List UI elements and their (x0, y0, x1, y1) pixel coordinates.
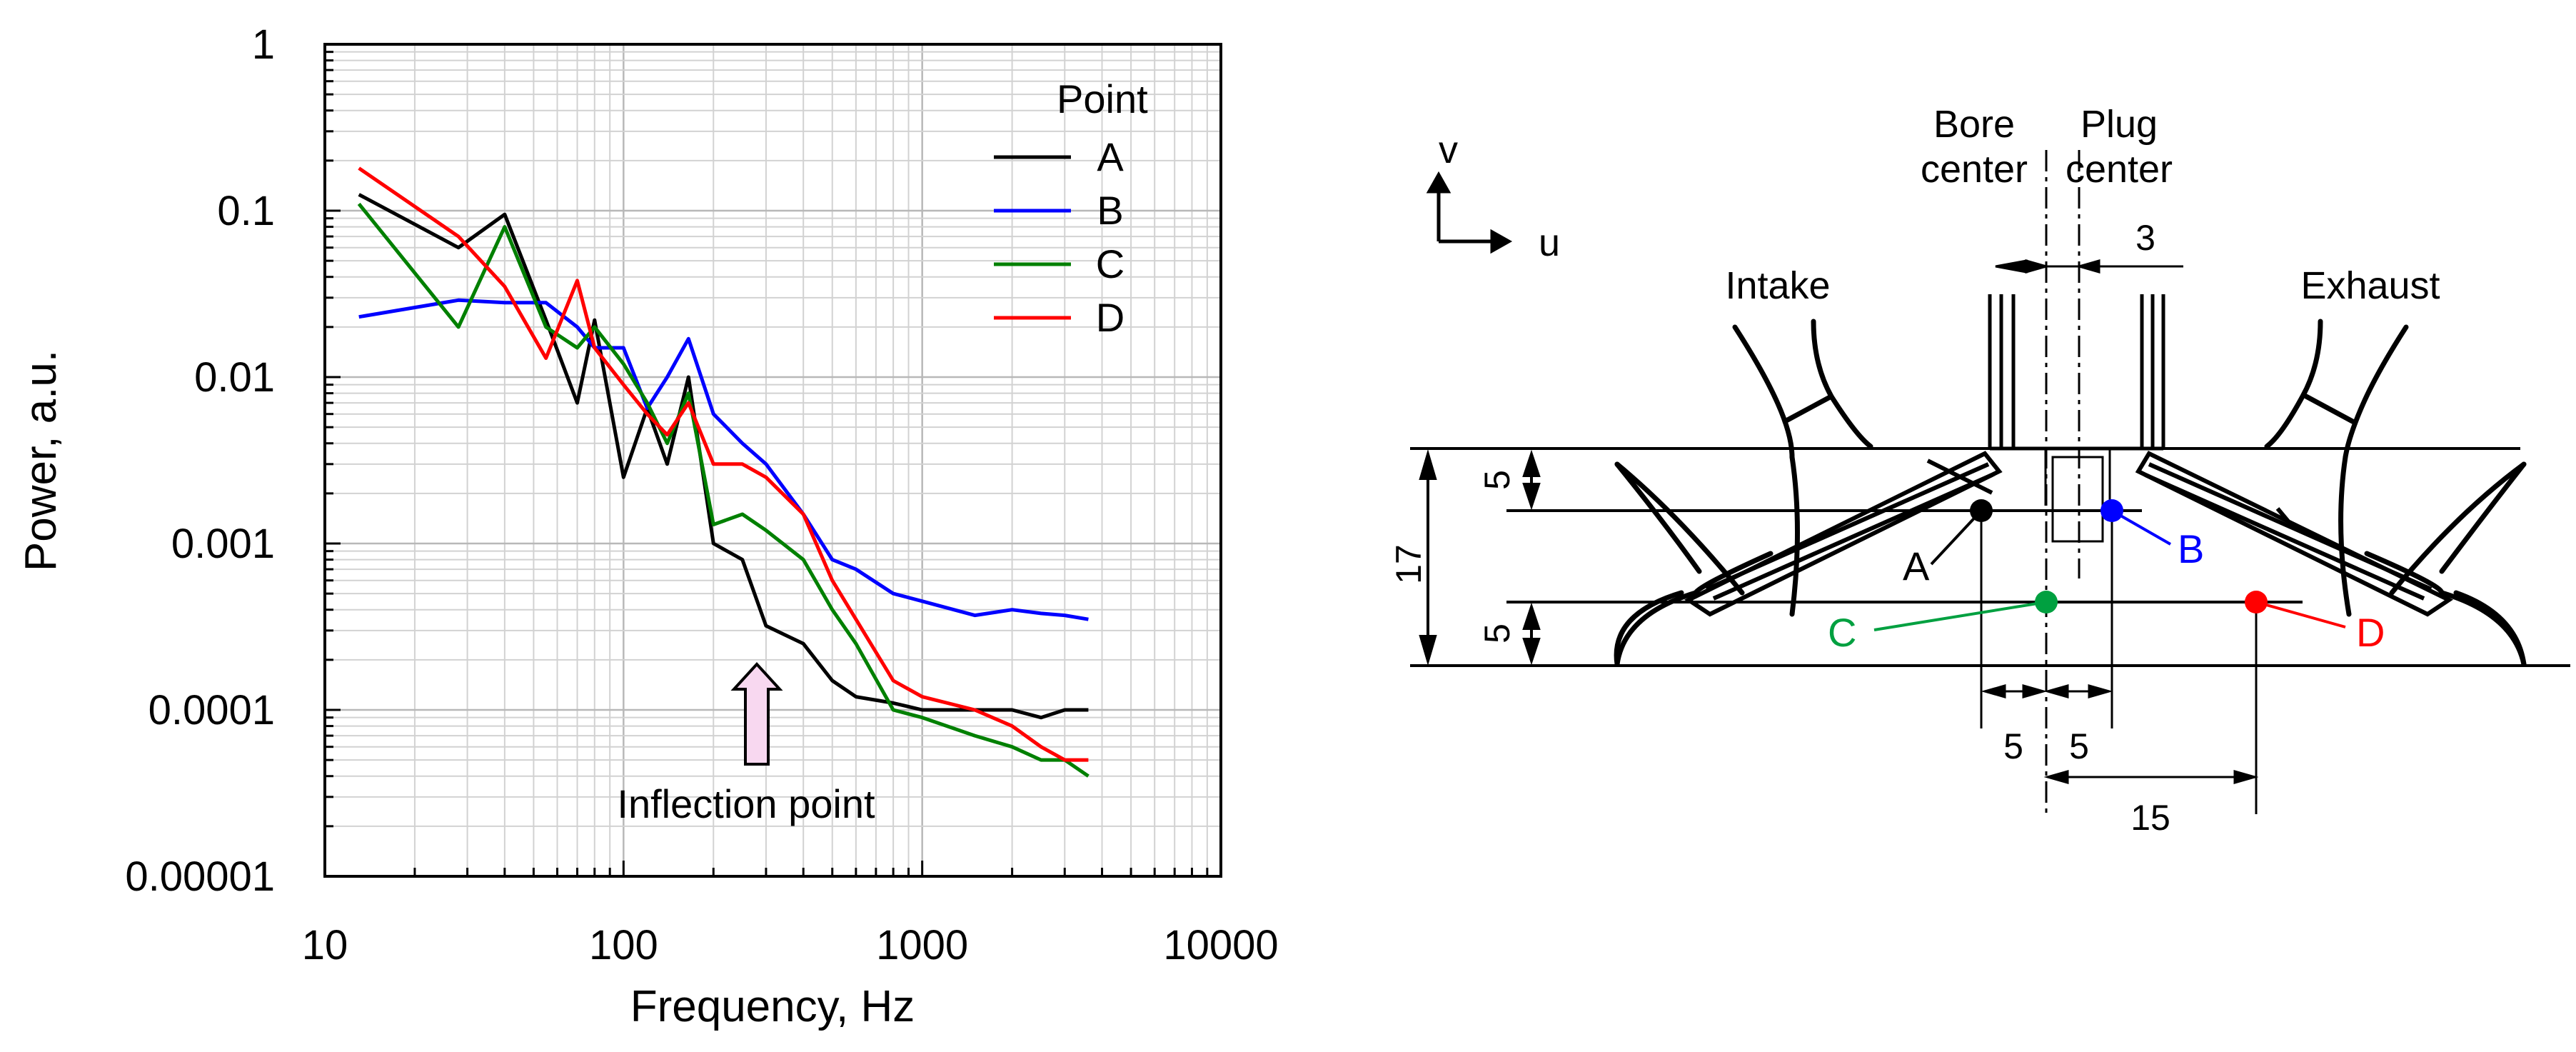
dim-17-label: 17 (1389, 544, 1429, 584)
inflection-arrow (730, 662, 783, 766)
series-c-line (357, 202, 1090, 778)
u-axis-label: u (1539, 221, 1560, 264)
dim-5-left-label: 5 (2003, 726, 2023, 766)
plug-center-label-2: center (2066, 148, 2173, 191)
psd-chart: 10 100 1000 10000 0.00001 0.0001 0.001 0.01 0.1… (16, 21, 1279, 1031)
point-b-marker (2100, 499, 2123, 522)
exhaust-valve (2135, 451, 2454, 617)
dim-15-label: 15 (2130, 798, 2170, 838)
point-c-label: C (1828, 610, 1856, 655)
point-c-leader (1873, 601, 2047, 631)
legend-label-c: C (1096, 241, 1125, 286)
dim-5-right-label: 5 (2069, 726, 2089, 766)
legend-label-a: A (1097, 134, 1124, 179)
y-tick-label: 1 (252, 21, 275, 68)
dim-bottom (1980, 511, 2259, 814)
reference-lines (1410, 447, 2570, 667)
chamber-edges (1614, 461, 2527, 667)
point-c-marker (2035, 591, 2058, 613)
point-a-marker (1970, 499, 1993, 522)
intake-label: Intake (1725, 264, 1830, 307)
y-tick-label: 0.0001 (149, 687, 275, 733)
series-b-line (358, 298, 1089, 621)
y-tick-label: 0.00001 (125, 853, 275, 900)
point-d-marker (2245, 591, 2268, 613)
plug-center-label-1: Plug (2081, 103, 2158, 146)
x-tick-label: 1000 (876, 922, 968, 968)
dim-left (1419, 449, 1541, 666)
series-layer (357, 166, 1090, 778)
bore-center-label-2: center (1921, 148, 2028, 191)
x-axis-label: Frequency, Hz (630, 982, 915, 1031)
bore-center-label-1: Bore (1933, 103, 2015, 146)
chart-ticks (325, 51, 1209, 876)
inflection-label: Inflection point (617, 781, 875, 826)
intake-valve (1684, 451, 2003, 617)
series-a-line (358, 193, 1089, 720)
exhaust-port (2264, 319, 2527, 667)
dim-3 (1995, 259, 2183, 274)
inflection-arrow-shape (730, 662, 783, 766)
dim-5-top-label: 5 (1477, 470, 1517, 490)
legend-title: Point (1057, 76, 1148, 121)
chart-grid (325, 44, 1221, 876)
point-b-label: B (2178, 526, 2204, 571)
y-tick-label: 0.01 (194, 354, 275, 401)
point-d-label: D (2356, 610, 2385, 655)
y-tick-label: 0.1 (217, 188, 275, 234)
u-arrow-head (1490, 229, 1513, 254)
x-tick-labels: 10 100 1000 10000 (302, 922, 1279, 968)
point-d-leader (2255, 601, 2346, 628)
x-tick-label: 100 (589, 922, 658, 968)
x-tick-label: 10000 (1163, 922, 1278, 968)
spark-plug (1988, 294, 2165, 543)
uv-axes (1426, 171, 1513, 254)
y-tick-labels: 0.00001 0.0001 0.001 0.01 0.1 1 (125, 21, 275, 900)
point-a-leader (1930, 509, 1983, 566)
x-tick-label: 10 (302, 922, 348, 968)
v-arrow-head (1426, 171, 1451, 194)
dim-5-bottom-label: 5 (1477, 623, 1517, 643)
y-axis-label: Power, a.u. (16, 350, 66, 571)
intake-port (1614, 319, 1873, 667)
dim-3-label: 3 (2135, 218, 2155, 258)
v-axis-label: v (1439, 129, 1458, 171)
y-tick-label: 0.001 (171, 521, 275, 567)
exhaust-label: Exhaust (2300, 264, 2440, 307)
plot-frame (323, 43, 1222, 878)
legend-label-b: B (1097, 188, 1123, 233)
point-a-label: A (1903, 543, 1930, 588)
cylinder-head-diagram: v u Bore center Plug center Intake Exhau… (1389, 103, 2570, 838)
legend-label-d: D (1096, 295, 1125, 340)
series-d-line (358, 166, 1089, 762)
measurement-points (1873, 499, 2346, 631)
